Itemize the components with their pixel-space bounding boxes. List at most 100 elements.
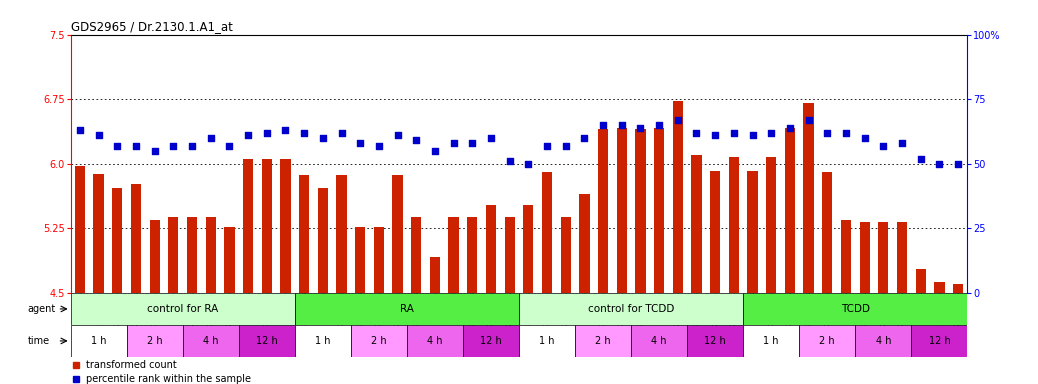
Bar	[519, 293, 743, 325]
Bar	[673, 101, 683, 293]
Bar	[504, 217, 515, 293]
Text: transformed count: transformed count	[85, 360, 176, 370]
Bar	[803, 103, 814, 293]
Bar	[799, 325, 855, 357]
Point	[557, 142, 574, 149]
Point	[539, 142, 555, 149]
Text: 1 h: 1 h	[316, 336, 330, 346]
Bar	[127, 325, 183, 357]
Bar	[710, 170, 720, 293]
Point	[483, 135, 499, 141]
Point	[726, 130, 742, 136]
Bar	[75, 166, 85, 293]
Bar	[617, 127, 627, 293]
Point	[595, 122, 611, 128]
Bar	[131, 184, 141, 293]
Point	[763, 130, 780, 136]
Bar	[336, 175, 347, 293]
Bar	[262, 159, 272, 293]
Point	[109, 142, 126, 149]
Bar	[691, 155, 702, 293]
Bar	[916, 269, 926, 293]
Point	[688, 130, 705, 136]
Bar	[187, 217, 197, 293]
Point	[408, 137, 425, 144]
Bar	[392, 175, 403, 293]
Text: RA: RA	[400, 304, 414, 314]
Point	[931, 161, 948, 167]
Text: control for RA: control for RA	[147, 304, 218, 314]
Bar	[112, 188, 122, 293]
Bar	[486, 205, 496, 293]
Point	[894, 140, 910, 146]
Bar	[841, 220, 851, 293]
Bar	[785, 127, 795, 293]
Bar	[729, 157, 739, 293]
Point	[352, 140, 368, 146]
Bar	[467, 217, 477, 293]
Bar	[897, 222, 907, 293]
Text: 12 h: 12 h	[929, 336, 950, 346]
Point	[165, 142, 182, 149]
Point	[146, 148, 163, 154]
Text: control for TCDD: control for TCDD	[588, 304, 675, 314]
Point	[72, 127, 88, 133]
Point	[800, 117, 817, 123]
Point	[856, 135, 873, 141]
Bar	[878, 222, 889, 293]
Bar	[183, 325, 239, 357]
Point	[782, 124, 798, 131]
Text: 1 h: 1 h	[764, 336, 778, 346]
Point	[445, 140, 462, 146]
Text: 1 h: 1 h	[540, 336, 554, 346]
Text: 12 h: 12 h	[256, 336, 277, 346]
Point	[202, 135, 219, 141]
Point	[651, 122, 667, 128]
Bar	[766, 157, 776, 293]
Point	[632, 124, 649, 131]
Bar	[318, 188, 328, 293]
Bar	[93, 174, 104, 293]
Text: 4 h: 4 h	[652, 336, 666, 346]
Bar	[687, 325, 743, 357]
Point	[277, 127, 294, 133]
Text: percentile rank within the sample: percentile rank within the sample	[85, 374, 250, 384]
Point	[744, 132, 761, 138]
Text: agent: agent	[28, 304, 56, 314]
Bar	[280, 159, 291, 293]
Bar	[448, 217, 459, 293]
Point	[258, 130, 275, 136]
Bar	[430, 257, 440, 293]
Bar	[598, 129, 608, 293]
Bar	[224, 227, 235, 293]
Bar	[579, 194, 590, 293]
Bar	[374, 227, 384, 293]
Point	[912, 156, 929, 162]
Bar	[561, 217, 571, 293]
Text: TCDD: TCDD	[841, 304, 870, 314]
Bar	[953, 284, 963, 293]
Point	[838, 130, 854, 136]
Bar	[149, 220, 160, 293]
Text: 4 h: 4 h	[428, 336, 442, 346]
Point	[501, 158, 518, 164]
Bar	[295, 293, 519, 325]
Text: time: time	[28, 336, 50, 346]
Point	[520, 161, 537, 167]
Bar	[407, 325, 463, 357]
Bar	[299, 175, 309, 293]
Bar	[206, 217, 216, 293]
Point	[427, 148, 443, 154]
Bar	[743, 325, 799, 357]
Point	[296, 130, 312, 136]
Bar	[575, 325, 631, 357]
Text: 2 h: 2 h	[819, 336, 836, 346]
Bar	[295, 325, 351, 357]
Point	[184, 142, 200, 149]
Bar	[463, 325, 519, 357]
Point	[389, 132, 406, 138]
Bar	[71, 325, 127, 357]
Text: 12 h: 12 h	[705, 336, 726, 346]
Bar	[351, 325, 407, 357]
Bar	[631, 325, 687, 357]
